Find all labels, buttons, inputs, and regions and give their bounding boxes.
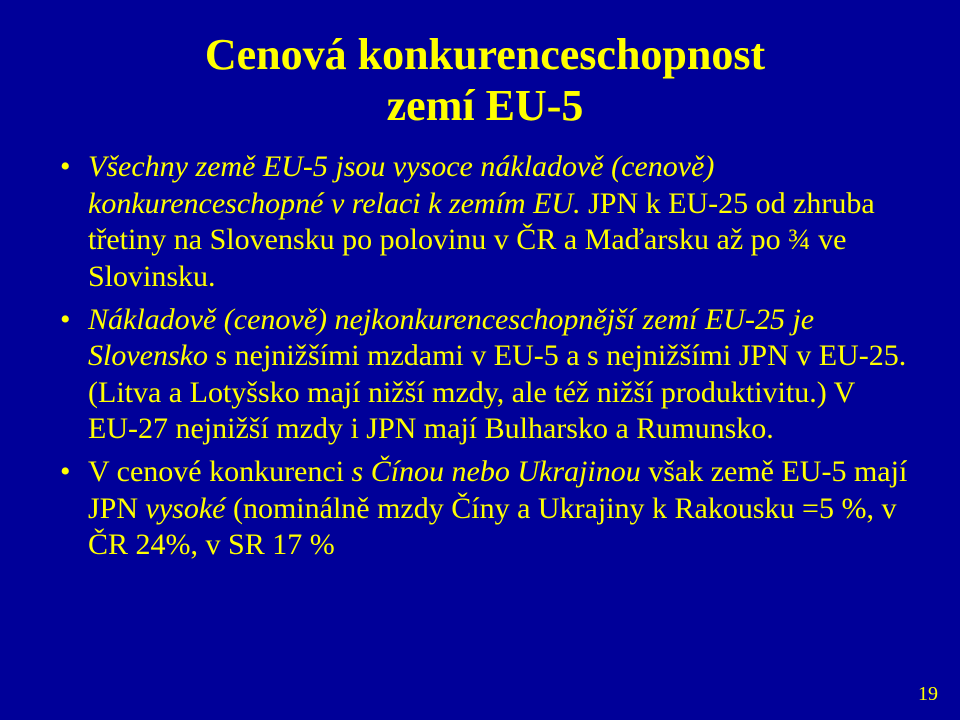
bullet-3-p2: s Čínou nebo Ukrajinou xyxy=(352,455,641,488)
bullet-list: Všechny země EU-5 jsou vysoce nákladově … xyxy=(60,149,910,564)
bullet-2: Nákladově (cenově) nejkonkurenceschopněj… xyxy=(60,302,910,448)
page-number: 19 xyxy=(918,683,938,706)
bullet-3-p4: vysoké xyxy=(146,492,226,525)
bullet-2-rest: s nejnižšími mzdami v EU-5 a s nejnižším… xyxy=(88,339,906,445)
bullet-1: Všechny země EU-5 jsou vysoce nákladově … xyxy=(60,149,910,295)
title-line2: zemí EU-5 xyxy=(387,81,584,130)
title-line1: Cenová konkurenceschopnost xyxy=(205,30,765,79)
slide: Cenová konkurenceschopnost zemí EU-5 Vše… xyxy=(0,0,960,720)
bullet-3-p1: V cenové konkurenci xyxy=(88,455,352,488)
bullet-3: V cenové konkurenci s Čínou nebo Ukrajin… xyxy=(60,454,910,564)
slide-title: Cenová konkurenceschopnost zemí EU-5 xyxy=(60,30,910,131)
